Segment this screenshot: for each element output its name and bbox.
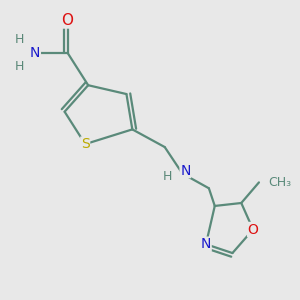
Text: O: O: [248, 223, 259, 236]
Text: H: H: [163, 170, 172, 183]
Text: N: N: [201, 237, 211, 251]
Text: N: N: [30, 46, 40, 60]
Text: CH₃: CH₃: [268, 176, 291, 189]
Text: S: S: [81, 137, 90, 151]
Text: H: H: [14, 60, 24, 73]
Text: N: N: [180, 164, 190, 178]
Text: H: H: [14, 33, 24, 46]
Text: O: O: [61, 13, 74, 28]
